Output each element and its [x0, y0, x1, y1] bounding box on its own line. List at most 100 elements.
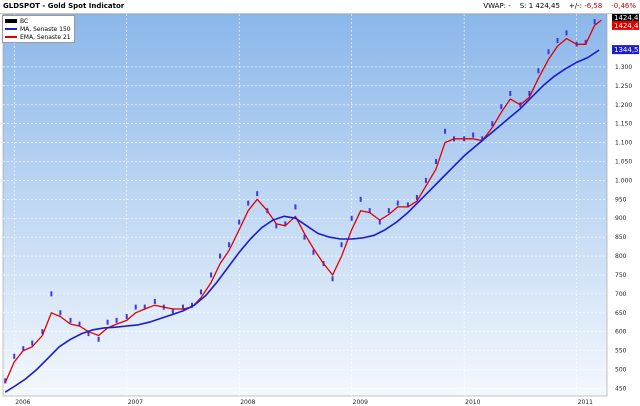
price-bar [491, 121, 494, 127]
x-tick-label: 2007 [128, 399, 143, 406]
legend-label-bc: BC [20, 17, 29, 25]
price-bar [4, 378, 7, 384]
price-bar [340, 242, 343, 248]
price-bar [41, 329, 44, 335]
price-tag-bg [612, 45, 639, 55]
x-tick-label: 2006 [15, 399, 30, 406]
price-bar [303, 234, 306, 240]
y-tick-label: 850 [615, 234, 627, 241]
y-tick-label: 550 [615, 348, 627, 355]
price-bar [115, 317, 118, 323]
price-bar [106, 319, 109, 325]
price-bar [78, 321, 81, 327]
y-tick-label: 700 [615, 291, 627, 298]
ma-line [4, 49, 600, 393]
price-bar [331, 276, 334, 282]
price-bar [584, 39, 587, 45]
price-bar [378, 219, 381, 225]
legend-label-ma: MA, Senaste 150 [20, 25, 71, 33]
legend-swatch-bc [5, 19, 17, 23]
price-bar [537, 68, 540, 74]
price-bar [181, 304, 184, 310]
change-label: +/-: [568, 2, 585, 10]
y-tick-label: 600 [615, 329, 627, 336]
y-tick-label: 950 [615, 196, 627, 203]
price-bar [312, 249, 315, 255]
price-bar [228, 242, 231, 248]
y-tick-label: 1.050 [615, 159, 632, 166]
price-bar [359, 196, 362, 202]
ema-line [4, 19, 602, 384]
price-bar [134, 304, 137, 310]
y-tick-label: 1.250 [615, 83, 632, 90]
price-bar [69, 317, 72, 323]
price-tag-bg [612, 20, 639, 30]
price-bar [472, 132, 475, 138]
legend-swatch-ma [5, 28, 17, 30]
legend-label-ema: EMA, Senaste 21 [20, 33, 71, 41]
price-bar [87, 331, 90, 337]
x-tick-label: 2008 [240, 399, 255, 406]
legend-item-ema: EMA, Senaste 21 [5, 33, 71, 41]
last-price-label: S: [519, 2, 529, 10]
price-bar [294, 204, 297, 210]
y-tick-label: 650 [615, 310, 627, 317]
x-tick-label: 2009 [353, 399, 368, 406]
price-bar [199, 289, 202, 295]
price-bar [219, 253, 222, 259]
y-tick-label: 900 [615, 215, 627, 222]
symbol-title: GLDSPOT - Gold Spot Indicator [3, 2, 125, 10]
price-bar [275, 223, 278, 229]
price-bar [190, 302, 193, 308]
price-bar [210, 272, 213, 278]
chart-header: GLDSPOT - Gold Spot Indicator VWAP: - S:… [0, 0, 640, 14]
price-bar [528, 90, 531, 96]
vwap-label: VWAP: - [483, 2, 511, 10]
y-tick-label: 1.300 [615, 64, 632, 71]
price-bar [547, 49, 550, 55]
last-price-tags: 1424,451424,4 1344,52 [612, 12, 640, 55]
quote-summary: VWAP: - S: 1 424,45 +/-: -6,58 -0,46% [483, 0, 636, 13]
price-tag-bg [612, 12, 639, 22]
y-tick-label: 750 [615, 272, 627, 279]
price-bar [13, 353, 16, 359]
price-bar [593, 19, 596, 25]
last-price-value: 1 424,45 [528, 2, 560, 10]
price-bar [31, 340, 34, 346]
change-value: -6,58 [584, 2, 603, 10]
y-axis: 450 500 550 600 650 700 750 800 850 900 950 1.000 1.… [615, 64, 632, 392]
price-bar [50, 291, 53, 297]
plot-area [2, 13, 608, 397]
price-bar [565, 30, 568, 36]
price-bar [22, 346, 25, 352]
price-bar [444, 128, 447, 134]
price-bar [125, 314, 128, 320]
price-bar [143, 304, 146, 310]
y-tick-label: 1.150 [615, 121, 632, 128]
price-bar [509, 90, 512, 96]
price-bar [481, 136, 484, 142]
price-bar [406, 202, 409, 208]
price-bar [153, 298, 156, 304]
price-bar [171, 308, 174, 314]
series-group [4, 19, 602, 393]
price-bar [435, 159, 438, 165]
price-bar [387, 208, 390, 214]
price-bar [556, 37, 559, 43]
price-bar [284, 221, 287, 227]
legend: BC MA, Senaste 150 EMA, Senaste 21 [2, 15, 75, 43]
price-tag-label: 1344,52 [614, 46, 640, 54]
y-tick-label: 1.000 [615, 177, 632, 184]
y-tick-label: 1.100 [615, 140, 632, 147]
y-tick-label: 800 [615, 253, 627, 260]
change-percent: -0,46% [611, 2, 636, 10]
price-bar [97, 336, 100, 342]
price-bar [500, 104, 503, 110]
price-tag-label: 1424,4 [614, 22, 639, 30]
price-bar [59, 310, 62, 316]
price-bar [415, 194, 418, 200]
price-bar [368, 208, 371, 214]
price-bar [424, 177, 427, 183]
